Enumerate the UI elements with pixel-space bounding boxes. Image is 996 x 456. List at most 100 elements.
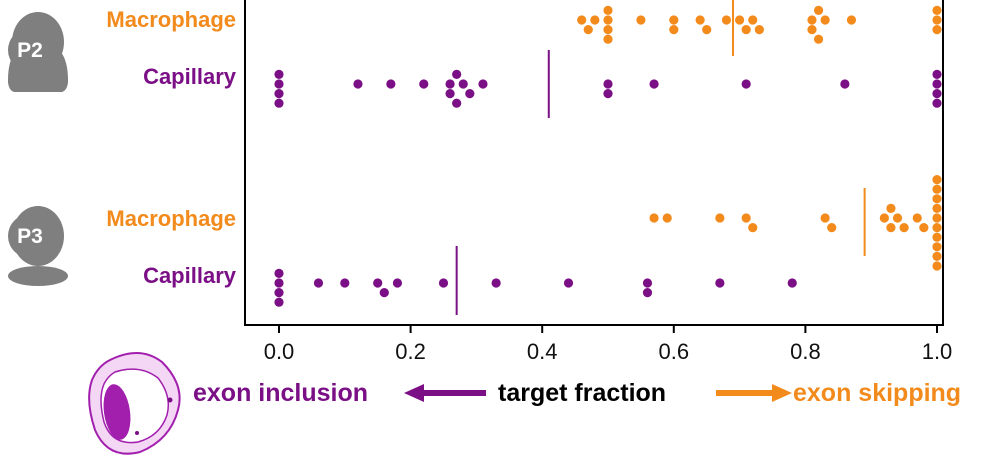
data-point-p2-capillary [478,79,488,89]
data-point-p2-macrophage [577,15,587,25]
data-point-p3-capillary [715,278,725,288]
p2-capillary-label: Capillary [143,64,237,89]
data-point-p3-macrophage [899,223,909,233]
data-point-p2-macrophage [669,15,679,25]
data-point-p3-macrophage [879,213,889,223]
data-point-p2-macrophage [932,25,942,35]
data-point-p3-capillary [274,288,284,298]
data-point-p3-capillary [379,288,389,298]
data-point-p2-capillary [274,89,284,99]
data-point-p3-capillary [438,278,449,288]
data-point-p2-capillary [741,79,751,89]
data-point-p3-macrophage [932,175,942,185]
data-point-p3-capillary [392,278,403,288]
data-point-p3-capillary [274,278,284,288]
data-point-p2-macrophage [603,5,613,16]
data-point-p2-macrophage [590,15,600,25]
data-point-p3-macrophage [932,223,942,233]
median-lines [455,0,866,315]
data-point-p2-capillary [932,98,942,108]
data-point-p3-capillary [274,297,284,307]
data-point-p3-capillary [642,288,653,298]
data-point-p3-macrophage [715,213,725,223]
data-point-p3-macrophage [932,251,942,261]
x-tick-label: 1.0 [922,339,953,364]
data-point-p2-macrophage [846,15,857,25]
plot-frame [244,0,944,326]
data-point-p3-macrophage [932,194,942,204]
data-point-p3-macrophage [932,242,942,252]
data-point-p2-capillary [353,79,363,89]
exon-inclusion-label: exon inclusion [193,379,368,407]
data-point-p2-macrophage [603,15,613,25]
data-point-p2-macrophage [748,15,758,25]
data-point-p3-macrophage [827,223,837,233]
data-point-p2-capillary [452,69,462,79]
data-point-p2-capillary [603,89,613,99]
data-point-p2-capillary [386,79,396,89]
data-point-p3-capillary [373,278,383,288]
data-point-p2-capillary [458,79,468,89]
data-point-p3-macrophage [932,213,942,223]
data-point-p3-macrophage [741,213,751,223]
data-point-p2-macrophage [636,15,646,25]
data-point-p3-macrophage [886,223,896,233]
data-point-p2-macrophage [813,5,824,16]
data-point-p3-macrophage [932,261,942,271]
data-point-p2-macrophage [603,34,613,44]
data-point-p3-capillary [563,278,574,288]
data-point-p3-capillary [274,268,284,278]
data-point-p2-capillary [274,79,284,89]
data-point-p2-macrophage [813,34,824,44]
p3-capillary-label: Capillary [143,263,237,288]
data-point-p3-macrophage [662,213,672,223]
p2-badge: P2 [8,28,52,72]
data-point-p3-capillary [491,278,501,288]
data-point-p2-capillary [452,98,462,108]
x-tick-label: 0.2 [395,339,426,364]
data-point-p2-capillary [419,79,429,89]
data-point-p2-capillary [932,79,942,89]
arrow-right-head-icon [772,384,792,402]
data-point-p2-macrophage [669,25,679,35]
data-point-p2-macrophage [741,25,751,35]
p3-badge-label: P3 [17,225,43,248]
p3-badge: P3 [8,214,52,258]
data-point-p3-capillary [642,278,653,288]
data-point-p2-capillary [840,79,850,89]
data-point-p3-capillary [787,278,797,288]
data-point-p2-capillary [274,98,284,108]
data-point-p3-macrophage [886,203,896,213]
data-point-p2-macrophage [702,25,712,35]
data-point-p2-capillary [445,89,455,99]
data-point-p2-macrophage [695,15,705,25]
data-point-p3-macrophage [932,184,942,194]
p3-macrophage-label: Macrophage [106,206,236,231]
data-point-p2-capillary [932,89,942,99]
data-point-p2-macrophage [807,25,817,35]
data-point-p2-macrophage [820,15,830,25]
data-point-p3-macrophage [820,213,830,223]
data-point-p2-macrophage [807,15,817,25]
x-tick-label: 0.0 [264,339,295,364]
data-point-p3-macrophage [932,203,942,213]
arrow-left-head-icon [404,384,424,402]
data-point-p2-capillary [445,79,455,89]
capillary-cell-icon [88,352,181,455]
data-point-p2-macrophage [603,25,613,35]
data-point-p3-macrophage [748,223,758,233]
data-point-p2-macrophage [754,25,764,35]
x-tick-label: 0.6 [659,339,690,364]
p2-macrophage-label: Macrophage [106,7,236,32]
data-point-p3-macrophage [649,213,659,223]
data-point-p2-macrophage [932,5,942,16]
data-points [274,5,942,307]
x-axis-ticks: 0.0 0.2 0.4 0.6 0.8 1.0 [264,325,953,364]
data-point-p2-capillary [465,89,475,99]
data-point-p3-macrophage [932,232,942,242]
x-tick-label: 0.8 [790,339,821,364]
data-point-p2-macrophage [721,15,732,25]
data-point-p3-macrophage [919,223,929,233]
data-point-p2-capillary [932,69,942,79]
data-point-p2-capillary [603,79,613,89]
